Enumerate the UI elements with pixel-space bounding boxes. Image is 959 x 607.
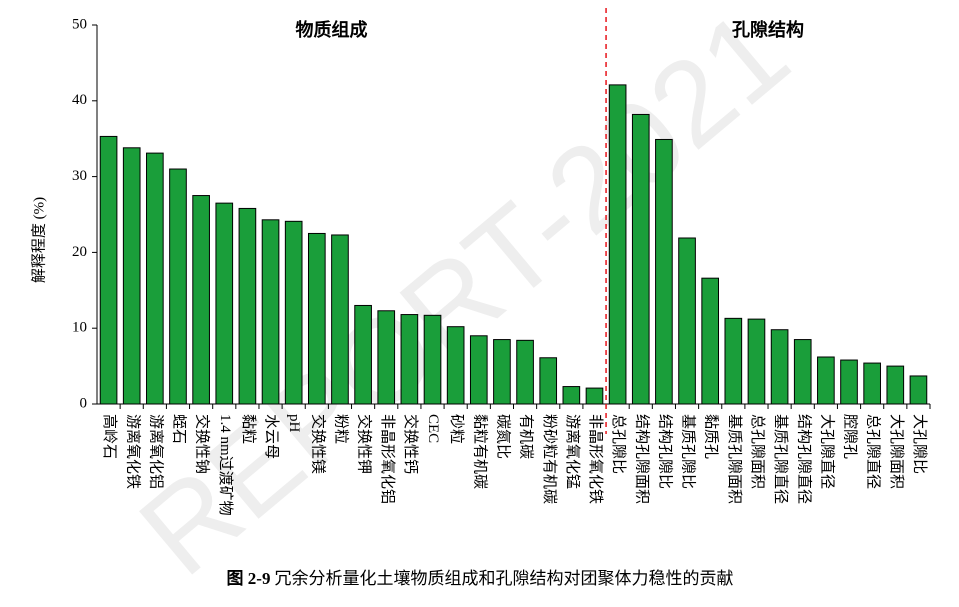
bar <box>585 387 604 405</box>
x-tick-label: 交换性钠 <box>194 414 212 474</box>
bar <box>655 138 673 405</box>
bar <box>886 365 905 405</box>
bar <box>909 375 928 405</box>
x-tick-label: 结构孔隙直径 <box>795 414 812 504</box>
x-tick-label: pH <box>286 414 302 433</box>
y-tick-label: 10 <box>72 320 87 336</box>
x-tick-label: 粉粒 <box>333 414 350 444</box>
x-tick-label: 腔隙孔 <box>842 414 859 459</box>
x-tick-label: 总孔隙面积 <box>749 414 766 489</box>
bar <box>238 207 257 405</box>
x-tick-label: 蛭石 <box>171 414 188 444</box>
bar <box>701 277 720 405</box>
x-tick-label: 碳氮比 <box>494 414 511 459</box>
x-tick-label: 结构孔隙比 <box>656 414 673 489</box>
x-tick-label: 大孔隙直径 <box>818 414 835 489</box>
bar <box>354 304 372 405</box>
y-tick-label: 50 <box>72 16 87 32</box>
x-tick-label: 基质孔隙比 <box>680 414 697 489</box>
bar <box>261 219 280 405</box>
bar <box>863 362 881 405</box>
x-tick-label: 非晶形氧化铁 <box>587 414 604 504</box>
x-tick-label: 大孔隙面积 <box>888 414 905 489</box>
bar <box>446 326 465 405</box>
x-tick-label: 交换性镁 <box>309 414 327 474</box>
x-tick-label: 粉砂粒有机碳 <box>541 414 558 504</box>
y-tick-label: 0 <box>80 395 88 411</box>
bar <box>122 147 141 405</box>
bar <box>307 232 326 405</box>
x-tick-label: 非晶形氧化铝 <box>379 414 396 504</box>
bar <box>215 202 234 405</box>
caption: 图 2-9 冗余分析量化土壤物质组成和孔隙结构对团聚体力稳性的贡献 <box>227 568 734 588</box>
x-tick-label: 有机碳 <box>518 414 535 459</box>
x-tick-label: 砂粒 <box>448 414 465 444</box>
bar <box>817 356 835 405</box>
x-tick-label: 基质孔隙直径 <box>772 414 789 504</box>
x-tick-label: 游离氧化铁 <box>124 414 141 489</box>
x-tick-label: CEC <box>425 414 441 443</box>
x-tick-label: 水云母 <box>263 414 280 459</box>
x-tick-label: 游离氧化铝 <box>147 414 164 489</box>
bar <box>793 339 812 405</box>
bar <box>608 84 627 405</box>
bar <box>539 357 558 405</box>
bar <box>840 359 858 405</box>
bar <box>400 314 419 405</box>
y-tick-label: 40 <box>72 92 87 108</box>
x-tick-label: 游离氧化锰 <box>564 414 581 489</box>
x-tick-label: 交换性钾 <box>356 414 374 474</box>
bar <box>192 195 210 405</box>
bar <box>469 335 488 405</box>
caption-label: 图 2-9 <box>227 569 271 588</box>
bar <box>516 339 534 405</box>
bar <box>724 317 743 405</box>
x-tick-label: 黏粒有机碳 <box>471 414 488 489</box>
bar <box>423 314 442 405</box>
bar <box>631 113 650 405</box>
x-tick-label: 大孔隙比 <box>911 414 928 474</box>
bar <box>493 339 511 405</box>
bar <box>747 318 766 405</box>
x-tick-label: 交换性钙 <box>402 414 420 474</box>
bar <box>99 135 118 405</box>
y-tick-label: 20 <box>72 244 87 260</box>
x-tick-label: 黏质孔 <box>703 414 720 459</box>
bar <box>284 220 303 405</box>
bar <box>169 168 187 405</box>
x-tick-label: 总孔隙直径 <box>865 414 882 489</box>
bar <box>770 329 789 405</box>
bar <box>678 237 696 405</box>
bar <box>562 386 581 405</box>
x-tick-label: 结构孔隙面积 <box>633 414 650 504</box>
bar <box>146 152 164 405</box>
bar <box>331 234 349 405</box>
y-axis-label: 解释程度 (%) <box>30 197 47 283</box>
x-tick-label: 基质孔隙面积 <box>726 414 743 504</box>
bar <box>377 310 396 405</box>
x-tick-label: 总孔隙比 <box>610 414 627 474</box>
group-title: 物质组成 <box>296 19 368 40</box>
y-tick-label: 30 <box>72 168 87 184</box>
caption-text: 冗余分析量化土壤物质组成和孔隙结构对团聚体力稳性的贡献 <box>274 568 733 588</box>
x-tick-label: 1.4 nm过渡矿物 <box>217 414 234 516</box>
x-tick-label: 高岭石 <box>101 414 118 459</box>
group-title: 孔隙结构 <box>732 19 804 40</box>
x-tick-label: 黏粒 <box>240 414 257 444</box>
